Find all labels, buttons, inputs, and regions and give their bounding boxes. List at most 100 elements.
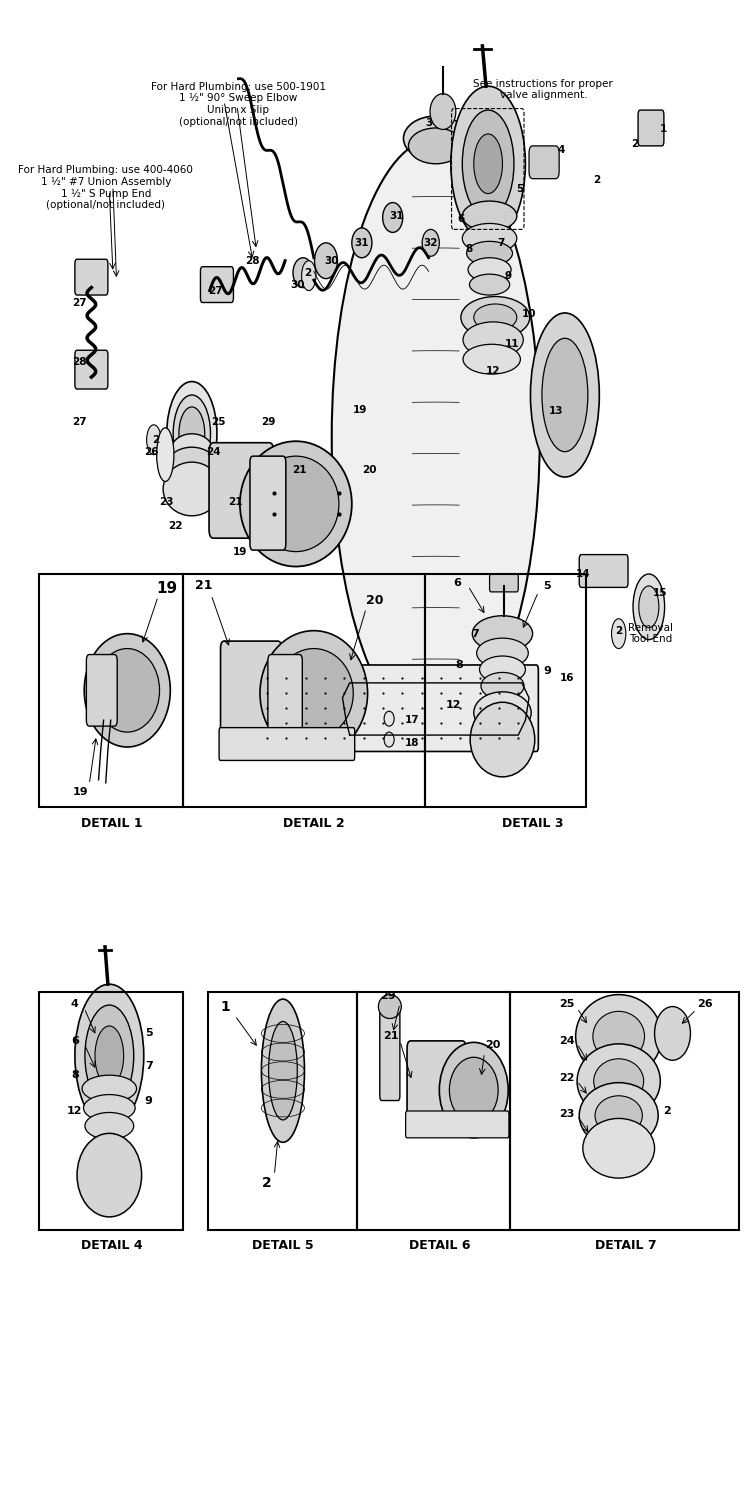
Bar: [183, 574, 425, 807]
Ellipse shape: [462, 110, 514, 218]
Text: 21: 21: [383, 1032, 399, 1041]
Text: 24: 24: [559, 1036, 575, 1046]
Text: 10: 10: [522, 309, 536, 320]
Text: Removal
Tool End: Removal Tool End: [629, 622, 674, 645]
Text: 7: 7: [145, 1060, 153, 1071]
Ellipse shape: [481, 672, 524, 699]
Text: 27: 27: [208, 285, 223, 296]
Text: 9: 9: [505, 270, 512, 280]
Text: 31: 31: [389, 211, 404, 220]
Text: 4: 4: [558, 146, 565, 156]
Ellipse shape: [461, 297, 529, 339]
Text: 2: 2: [153, 435, 159, 444]
Ellipse shape: [575, 994, 662, 1078]
Ellipse shape: [85, 1005, 134, 1107]
Ellipse shape: [156, 427, 174, 482]
FancyBboxPatch shape: [638, 110, 664, 146]
Ellipse shape: [469, 274, 510, 296]
FancyBboxPatch shape: [75, 260, 108, 296]
Ellipse shape: [577, 1044, 660, 1119]
Ellipse shape: [314, 243, 338, 279]
FancyBboxPatch shape: [219, 728, 355, 760]
Ellipse shape: [470, 702, 535, 777]
Ellipse shape: [274, 648, 353, 738]
Text: 23: 23: [159, 498, 174, 507]
Ellipse shape: [480, 656, 526, 682]
Text: 22: 22: [168, 522, 183, 531]
Text: 7: 7: [472, 628, 479, 639]
Text: 27: 27: [72, 297, 86, 307]
Ellipse shape: [463, 345, 520, 374]
Ellipse shape: [179, 406, 205, 460]
Text: 19: 19: [353, 405, 368, 416]
Ellipse shape: [579, 1083, 658, 1149]
Text: 21: 21: [196, 579, 213, 592]
Ellipse shape: [378, 994, 402, 1018]
Text: 8: 8: [465, 244, 473, 254]
Text: 19: 19: [232, 546, 247, 556]
Ellipse shape: [260, 630, 368, 756]
Ellipse shape: [77, 1134, 141, 1216]
Text: 13: 13: [548, 406, 562, 417]
Text: 31: 31: [355, 238, 369, 248]
Text: 17: 17: [405, 716, 420, 724]
Ellipse shape: [84, 633, 170, 747]
Ellipse shape: [95, 1026, 123, 1086]
Text: 27: 27: [72, 417, 86, 428]
Ellipse shape: [165, 447, 219, 492]
Text: 28: 28: [72, 357, 86, 368]
Text: 2: 2: [632, 140, 638, 150]
Text: 7: 7: [497, 238, 505, 248]
Ellipse shape: [383, 202, 403, 232]
Text: For Hard Plumbing: use 500-1901
1 ½" 90° Sweep Elbow
Union x Slip
(optional/not : For Hard Plumbing: use 500-1901 1 ½" 90°…: [151, 81, 326, 126]
Ellipse shape: [472, 616, 532, 651]
Ellipse shape: [302, 261, 316, 291]
Text: 2: 2: [615, 626, 623, 636]
Text: DETAIL 2: DETAIL 2: [283, 818, 344, 830]
FancyBboxPatch shape: [220, 640, 281, 742]
Text: 18: 18: [405, 738, 420, 747]
FancyBboxPatch shape: [529, 146, 559, 178]
Ellipse shape: [439, 1042, 508, 1138]
Polygon shape: [342, 682, 529, 735]
Text: 9: 9: [145, 1095, 153, 1106]
Text: 26: 26: [697, 999, 713, 1008]
Text: 2: 2: [663, 1106, 672, 1116]
FancyBboxPatch shape: [201, 267, 233, 303]
Bar: [39, 574, 183, 807]
Text: 2: 2: [593, 176, 601, 184]
Ellipse shape: [462, 201, 517, 231]
Ellipse shape: [463, 322, 523, 357]
Text: DETAIL 7: DETAIL 7: [595, 1239, 656, 1252]
Text: 6: 6: [71, 1036, 79, 1046]
Ellipse shape: [86, 1137, 132, 1162]
Ellipse shape: [293, 258, 313, 288]
Text: 5: 5: [516, 184, 523, 194]
Bar: [39, 992, 183, 1230]
Text: 8: 8: [71, 1070, 79, 1080]
Text: 23: 23: [559, 1108, 575, 1119]
Bar: [425, 574, 587, 807]
FancyBboxPatch shape: [240, 664, 538, 752]
Ellipse shape: [474, 304, 517, 332]
FancyBboxPatch shape: [268, 654, 302, 753]
Text: 6: 6: [453, 578, 461, 588]
Ellipse shape: [450, 86, 526, 242]
Ellipse shape: [404, 116, 468, 160]
Text: 20: 20: [486, 1041, 501, 1050]
Ellipse shape: [450, 1058, 498, 1124]
Ellipse shape: [75, 984, 144, 1128]
Ellipse shape: [474, 692, 531, 734]
Ellipse shape: [466, 242, 513, 266]
Ellipse shape: [583, 1119, 654, 1178]
Text: DETAIL 3: DETAIL 3: [502, 818, 563, 830]
Ellipse shape: [422, 230, 439, 256]
Ellipse shape: [468, 258, 511, 282]
Ellipse shape: [95, 648, 159, 732]
Text: 26: 26: [144, 447, 158, 456]
Text: 12: 12: [486, 366, 500, 376]
Ellipse shape: [542, 339, 588, 452]
Text: DETAIL 1: DETAIL 1: [80, 818, 142, 830]
Text: 24: 24: [206, 447, 220, 456]
Ellipse shape: [253, 456, 339, 552]
